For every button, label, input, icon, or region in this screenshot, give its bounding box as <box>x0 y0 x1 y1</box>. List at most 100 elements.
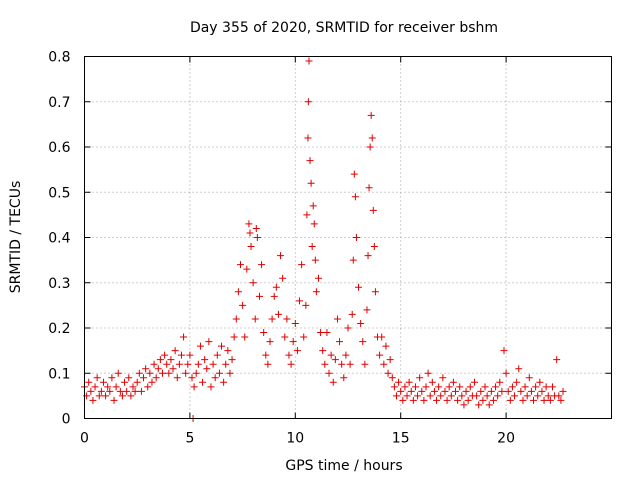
data-point <box>349 256 357 264</box>
data-point <box>449 378 457 386</box>
data-point <box>247 243 255 251</box>
data-point <box>287 360 295 368</box>
data-point <box>521 383 529 391</box>
data-point <box>418 387 426 395</box>
data-point <box>382 342 390 350</box>
data-point <box>175 360 183 368</box>
data-point <box>95 392 103 400</box>
data-point <box>85 378 93 386</box>
data-point <box>146 369 154 377</box>
data-point <box>340 374 348 382</box>
data-point <box>270 292 278 300</box>
data-point <box>310 220 318 228</box>
data-point <box>192 369 200 377</box>
data-point <box>367 111 375 119</box>
data-point <box>203 365 211 373</box>
chart-title: Day 355 of 2020, SRMTID for receiver bsh… <box>190 20 498 36</box>
data-point <box>500 347 508 355</box>
data-point <box>504 387 512 395</box>
data-point <box>264 360 272 368</box>
data-point <box>205 338 213 346</box>
data-point <box>289 338 297 346</box>
data-point <box>163 360 171 368</box>
data-point <box>485 401 493 409</box>
y-tick-label: 0 <box>62 412 71 428</box>
data-point <box>433 396 441 404</box>
data-point <box>424 369 432 377</box>
data-point <box>230 333 238 341</box>
data-point <box>228 356 236 364</box>
data-point <box>319 347 327 355</box>
data-point <box>180 333 188 341</box>
data-point <box>548 383 556 391</box>
x-tick-label: 0 <box>80 431 89 447</box>
data-point <box>439 374 447 382</box>
data-point <box>161 351 169 359</box>
data-point <box>213 351 221 359</box>
data-point <box>525 374 533 382</box>
y-tick-label: 0.6 <box>48 140 70 156</box>
data-point <box>405 378 413 386</box>
data-point <box>123 387 131 395</box>
data-point <box>142 365 150 373</box>
x-tick-label: 15 <box>392 431 410 447</box>
data-point <box>184 360 192 368</box>
data-point <box>411 383 419 391</box>
data-point <box>553 356 561 364</box>
data-point <box>118 392 126 400</box>
data-point <box>369 206 377 214</box>
data-point <box>409 396 417 404</box>
data-point <box>559 387 567 395</box>
x-tick-label: 10 <box>286 431 304 447</box>
data-point <box>274 310 282 318</box>
data-point <box>386 356 394 364</box>
data-point <box>93 374 101 382</box>
data-point <box>137 387 145 395</box>
data-point <box>399 396 407 404</box>
data-point <box>511 392 519 400</box>
data-point <box>89 396 97 404</box>
y-tick-labels: 0 0.1 0.2 0.3 0.4 0.5 0.6 0.7 0.8 <box>48 50 70 428</box>
data-point <box>489 396 497 404</box>
data-point <box>371 288 379 296</box>
data-point <box>346 360 354 368</box>
data-point <box>361 360 369 368</box>
data-point <box>201 356 209 364</box>
data-point <box>357 319 365 327</box>
data-point <box>475 401 483 409</box>
data-point <box>359 338 367 346</box>
data-point <box>523 392 531 400</box>
data-point <box>306 157 314 165</box>
data-point <box>384 369 392 377</box>
data-point <box>416 374 424 382</box>
data-point <box>344 324 352 332</box>
data-point <box>430 387 438 395</box>
data-point <box>102 392 110 400</box>
y-tick-label: 0.3 <box>48 276 70 292</box>
data-point <box>462 387 470 395</box>
data-point <box>477 387 485 395</box>
data-point <box>378 333 386 341</box>
data-point <box>243 265 251 273</box>
data-point <box>277 252 285 260</box>
data-point <box>131 387 139 395</box>
data-point <box>283 315 291 323</box>
data-point <box>428 378 436 386</box>
data-point <box>506 396 514 404</box>
data-point <box>532 383 540 391</box>
data-point <box>392 392 400 400</box>
data-point <box>456 383 464 391</box>
data-point <box>91 383 99 391</box>
data-point <box>222 360 230 368</box>
data-point <box>234 288 242 296</box>
data-point <box>236 261 244 269</box>
data-point <box>376 351 384 359</box>
data-point <box>177 351 185 359</box>
data-point <box>397 387 405 395</box>
data-point <box>454 396 462 404</box>
data-point <box>365 184 373 192</box>
data-point <box>97 387 105 395</box>
data-point <box>173 374 181 382</box>
data-point <box>473 392 481 400</box>
data-point <box>530 396 538 404</box>
